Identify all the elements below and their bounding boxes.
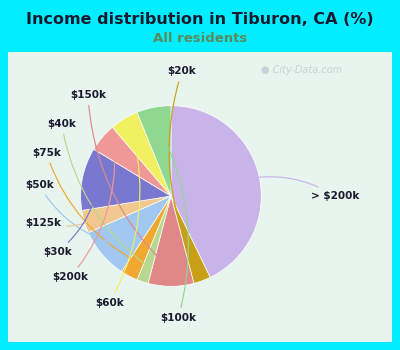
Text: $100k: $100k — [158, 126, 196, 323]
Wedge shape — [171, 106, 261, 278]
Wedge shape — [137, 106, 171, 196]
Text: > $200k: > $200k — [246, 177, 359, 201]
Text: $150k: $150k — [70, 90, 169, 268]
Text: $60k: $60k — [95, 135, 140, 308]
Text: $20k: $20k — [168, 66, 196, 263]
FancyBboxPatch shape — [8, 52, 392, 342]
Wedge shape — [137, 196, 171, 284]
Wedge shape — [112, 112, 171, 196]
Wedge shape — [122, 196, 171, 280]
Wedge shape — [88, 196, 171, 272]
Text: All residents: All residents — [153, 32, 247, 44]
Text: $50k: $50k — [25, 180, 112, 243]
Text: $75k: $75k — [32, 148, 134, 260]
Text: ● City-Data.com: ● City-Data.com — [261, 65, 342, 75]
Wedge shape — [171, 196, 210, 284]
Wedge shape — [148, 196, 194, 286]
Text: $200k: $200k — [52, 151, 115, 282]
Wedge shape — [82, 196, 171, 232]
Text: $30k: $30k — [43, 184, 98, 257]
Text: Income distribution in Tiburon, CA (%): Income distribution in Tiburon, CA (%) — [26, 13, 374, 28]
Wedge shape — [81, 149, 171, 210]
Text: $40k: $40k — [47, 119, 146, 265]
Wedge shape — [94, 127, 171, 196]
Text: $125k: $125k — [25, 218, 98, 228]
